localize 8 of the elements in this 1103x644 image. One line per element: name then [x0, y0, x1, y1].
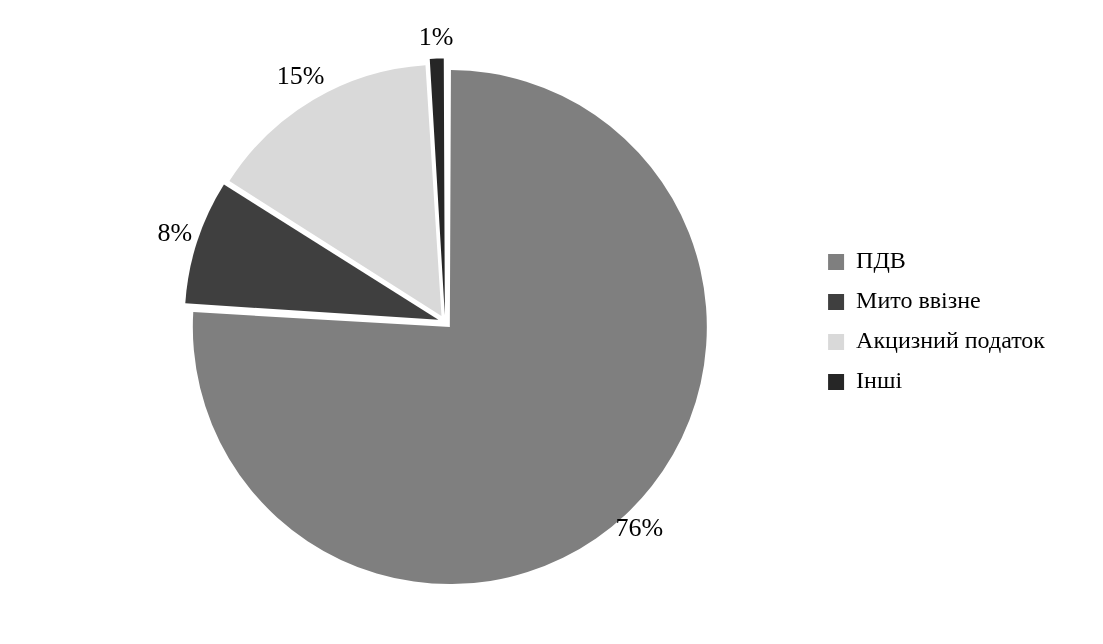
data-label: 1% — [418, 21, 454, 51]
legend-label: Мито ввізне — [856, 287, 981, 314]
legend-label: ПДВ — [856, 247, 906, 274]
data-label: 76% — [615, 512, 664, 542]
data-label: 15% — [276, 61, 325, 91]
legend-label: Інші — [856, 367, 903, 394]
legend-label: Акцизний податок — [856, 327, 1046, 354]
data-label: 8% — [157, 218, 193, 248]
